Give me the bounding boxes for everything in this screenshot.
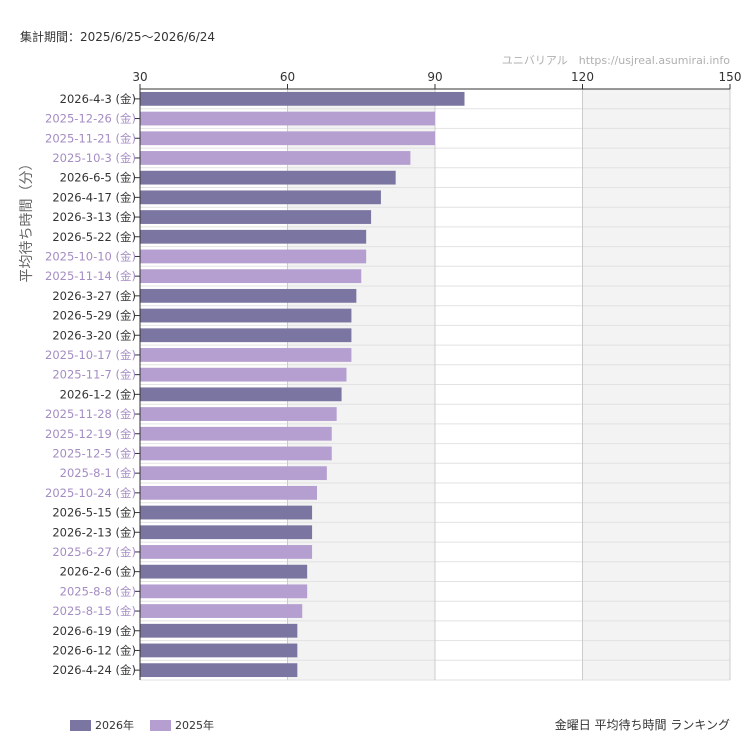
bar (140, 663, 298, 678)
bar (140, 131, 435, 146)
category-label: 2025-12-5 (金) (52, 446, 136, 460)
category-label: 2026-6-19 (金) (52, 624, 136, 638)
category-label: 2025-8-1 (金) (60, 466, 136, 480)
bar (140, 623, 298, 638)
period-label: 集計期間：2025/6/25〜2026/6/24 (20, 30, 216, 44)
category-label: 2025-11-7 (金) (52, 368, 136, 382)
x-tick-label: 120 (571, 70, 594, 84)
category-label: 2025-10-3 (金) (52, 151, 136, 165)
legend-swatch-2025 (150, 719, 171, 731)
category-label: 2026-6-5 (金) (60, 171, 136, 185)
category-label: 2025-11-14 (金) (45, 269, 136, 283)
category-label: 2026-5-15 (金) (52, 506, 136, 520)
category-label: 2026-2-13 (金) (52, 525, 136, 539)
bar (140, 407, 337, 421)
category-label: 2025-8-15 (金) (52, 604, 136, 618)
x-tick-label: 60 (280, 70, 295, 84)
legend: 2026年 2025年 (70, 717, 214, 733)
bar (140, 210, 372, 224)
category-label: 2026-4-3 (金) (60, 92, 136, 106)
legend-item-2025[interactable]: 2025年 (150, 717, 214, 733)
x-tick-label: 90 (427, 70, 442, 84)
category-label: 2025-10-17 (金) (45, 348, 136, 362)
category-label: 2026-5-22 (金) (52, 230, 136, 244)
legend-item-2026[interactable]: 2026年 (70, 717, 134, 733)
bar (140, 604, 303, 618)
category-label: 2025-11-28 (金) (45, 407, 136, 421)
category-label: 2025-10-24 (金) (45, 486, 136, 500)
bar (140, 111, 435, 126)
category-label: 2026-6-12 (金) (52, 643, 136, 657)
bar (140, 348, 352, 362)
bar (140, 151, 411, 165)
legend-swatch-2026 (70, 719, 91, 731)
category-label: 2025-10-10 (金) (45, 249, 136, 263)
bar (140, 466, 327, 481)
x-tick-label: 150 (719, 70, 742, 84)
bar (140, 564, 308, 579)
category-label: 2026-1-2 (金) (60, 387, 136, 401)
x-tick-label: 30 (132, 70, 147, 84)
category-label: 2025-11-21 (金) (45, 131, 136, 145)
bar (140, 446, 332, 461)
bar (140, 170, 396, 185)
bar (140, 249, 367, 264)
bar (140, 505, 313, 520)
site-credit: ユニバリアル https://usjreal.asumirai.info (501, 54, 730, 67)
category-label: 2026-3-13 (金) (52, 210, 136, 224)
bar (140, 269, 362, 284)
bar (140, 328, 352, 343)
category-label: 2026-5-29 (金) (52, 309, 136, 323)
bar (140, 91, 465, 106)
bar (140, 584, 308, 599)
category-label: 2026-4-17 (金) (52, 190, 136, 204)
bar (140, 426, 332, 441)
category-label: 2025-12-26 (金) (45, 112, 136, 126)
y-axis-title: 平均待ち時間（分） (19, 157, 35, 283)
legend-label-2026: 2026年 (95, 719, 134, 732)
legend-label-2025: 2025年 (175, 719, 214, 732)
category-label: 2025-12-19 (金) (45, 427, 136, 441)
category-label: 2025-8-8 (金) (60, 584, 136, 598)
category-label: 2025-6-27 (金) (52, 545, 136, 559)
bar (140, 387, 342, 402)
chart-caption: 金曜日 平均待ち時間 ランキング (554, 718, 730, 732)
bar (140, 367, 347, 382)
category-label: 2026-2-6 (金) (60, 565, 136, 579)
category-label: 2026-4-24 (金) (52, 663, 136, 677)
bar (140, 525, 313, 540)
category-label: 2026-3-20 (金) (52, 328, 136, 342)
bar (140, 308, 352, 323)
bar (140, 545, 313, 559)
bar (140, 229, 367, 244)
category-label: 2026-3-27 (金) (52, 289, 136, 303)
bar (140, 288, 357, 303)
bar (140, 190, 381, 205)
bar (140, 643, 298, 658)
bar (140, 485, 317, 500)
